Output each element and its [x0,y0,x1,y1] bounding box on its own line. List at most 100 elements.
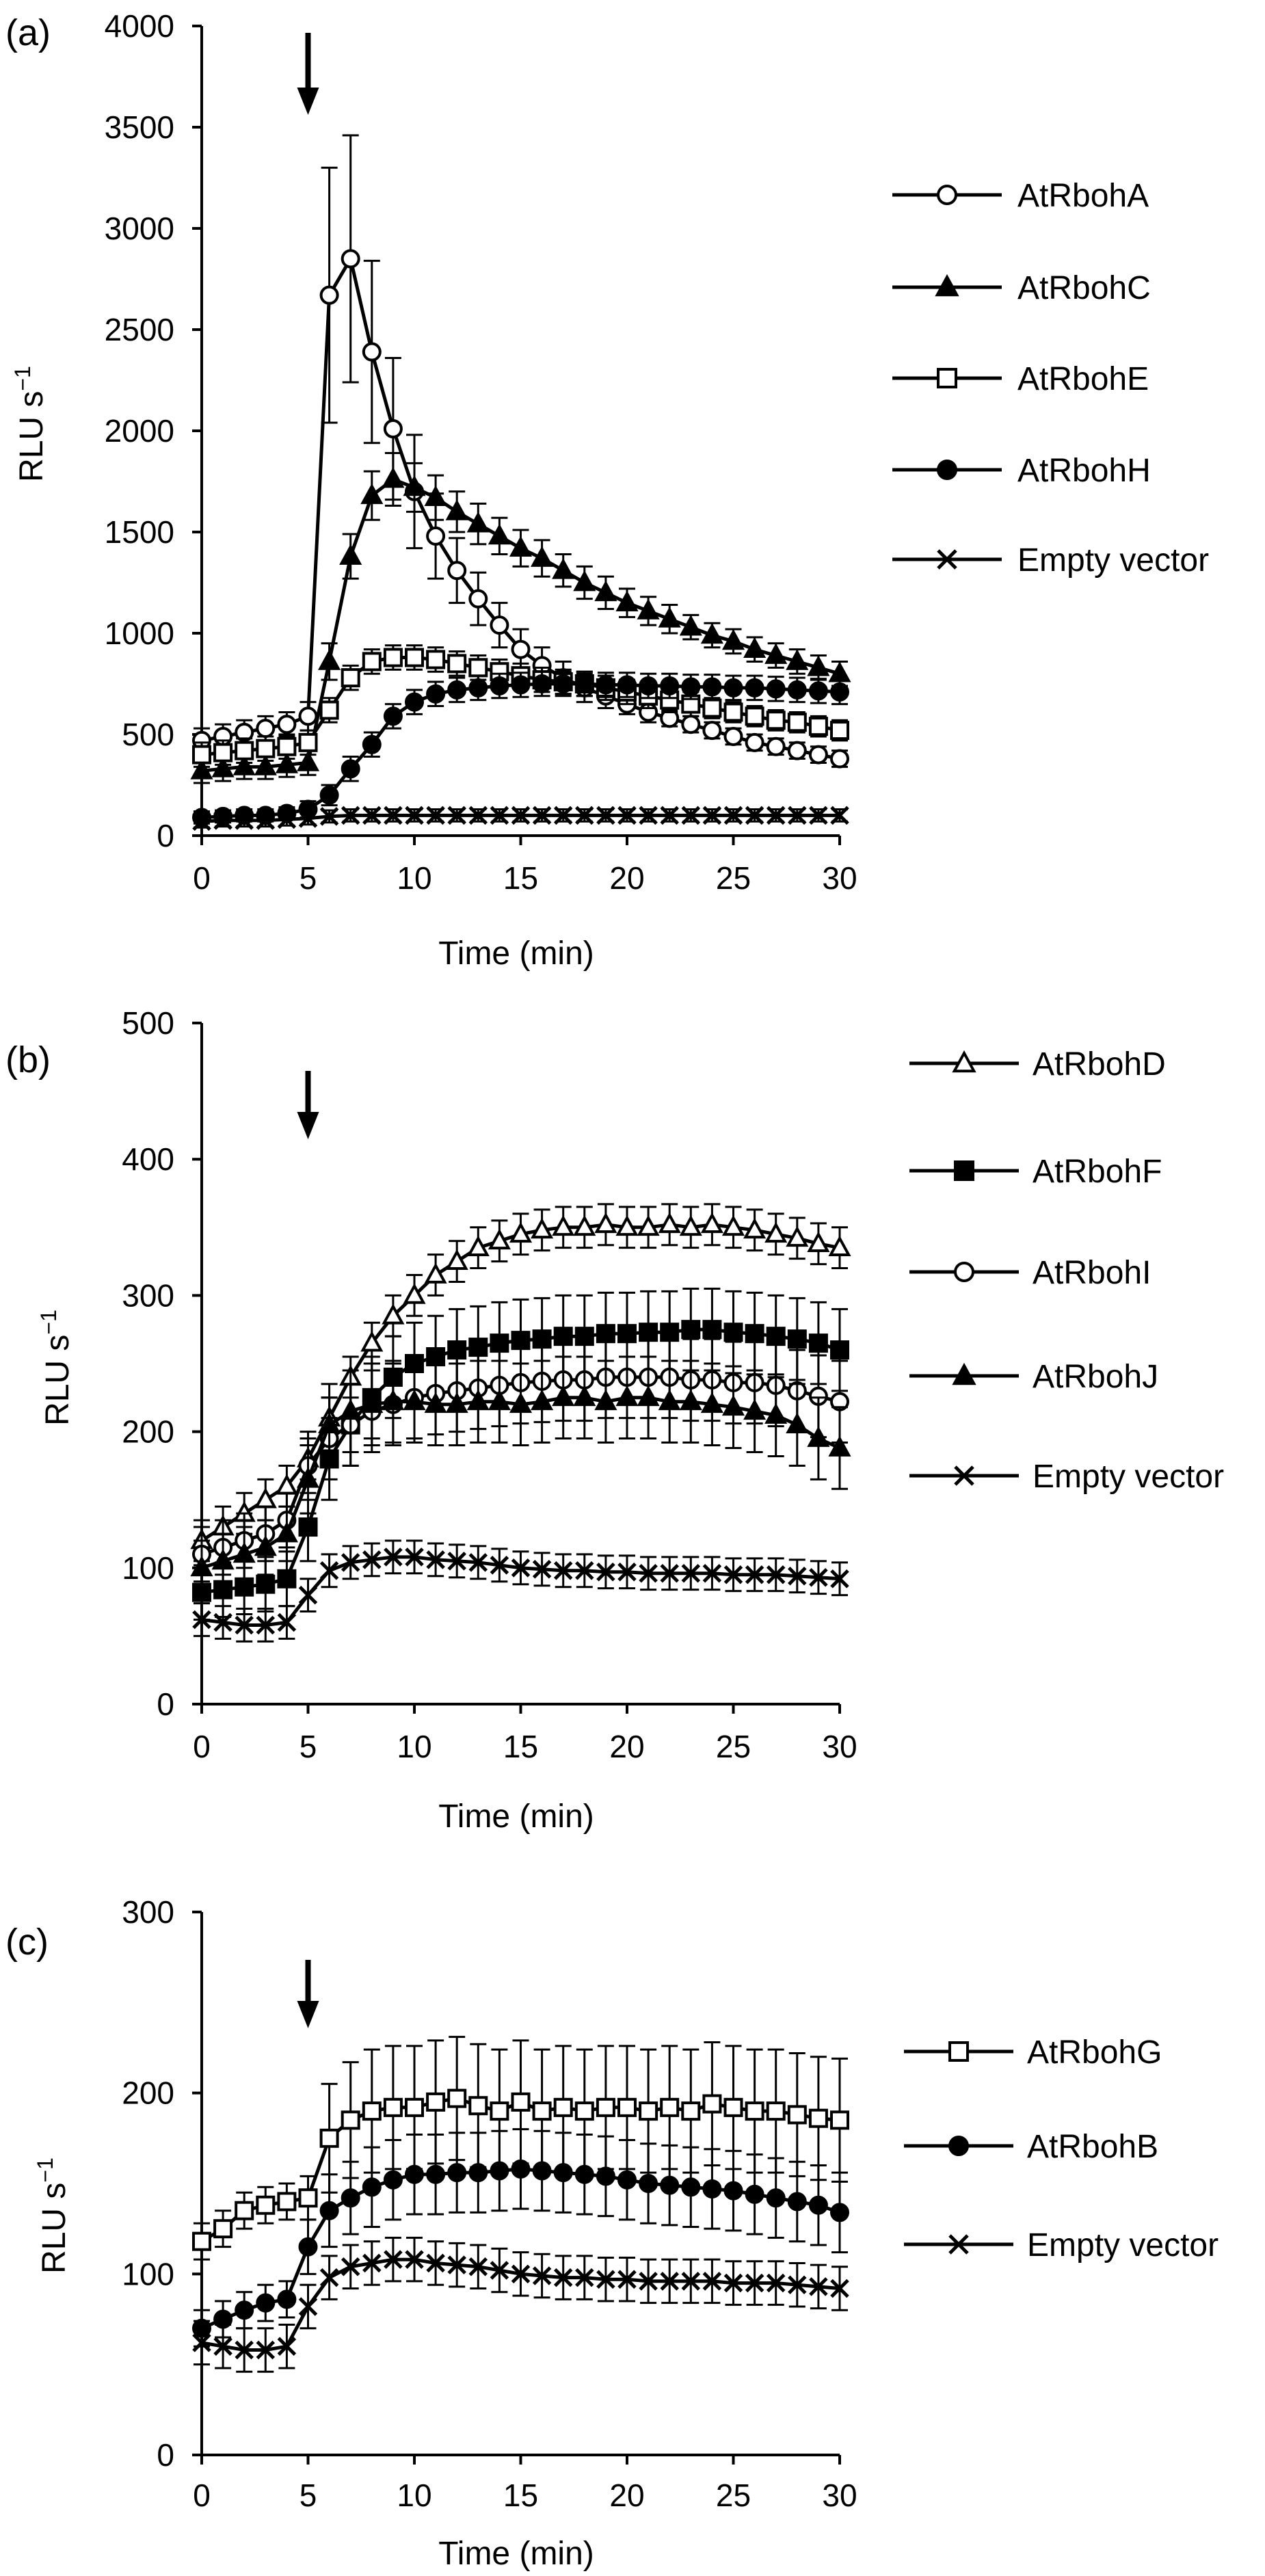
data-point-empty-vector-stroke2 [213,811,232,830]
data-point-atrboha [468,589,488,609]
data-point-atrbohf-shape [553,1327,573,1346]
data-point-atrbohe [341,668,360,688]
y-tick-label-c: 200 [122,2075,174,2111]
data-point-atrbohf [808,1333,828,1353]
data-point-atrbohh [426,684,446,704]
data-point-atrbohh [766,679,786,699]
legend-marker-atrbohc-shape [935,274,959,297]
data-point-atrbohh-shape [447,680,467,700]
x-tick-label-c: 25 [716,2478,751,2513]
arrow-head-c [297,2001,319,2028]
data-point-empty-vector [532,1560,552,1579]
data-point-atrbohc [445,499,468,520]
panel-label-c: (c) [5,1922,49,1963]
legend-label-empty-vector: Empty vector [1017,542,1209,579]
data-point-atrbohj [573,1385,596,1407]
data-point-empty-vector-stroke2 [341,1553,360,1572]
y-tick-label-b: 100 [122,1550,174,1586]
data-point-atrbohc-shape [807,655,830,676]
data-point-atrbohe [766,711,786,730]
data-point-atrbohj-shape [531,1389,554,1411]
x-tick-label-c: 20 [609,2478,644,2513]
legend-label-atrbohi: AtRbohI [1033,1255,1151,1291]
y-axis-label-b: RLU s−1 [36,1310,76,1426]
data-point-atrboha [298,706,318,726]
data-point-atrbohd [254,1487,277,1509]
x-tick-label-c: 15 [503,2478,538,2513]
data-point-empty-vector [596,1563,615,1582]
data-point-atrbohf [830,1340,849,1360]
legend-item-atrbohb: AtRbohB [904,2129,1158,2165]
x-tick-label-c: 0 [193,2478,211,2513]
data-point-empty-vector [745,1565,764,1584]
data-point-atrbohg-shape [532,2101,552,2121]
legend-marker-atrbohh [937,460,957,480]
data-point-atrbohb [362,2177,382,2197]
data-point-atrbohd [764,1221,788,1243]
series-line-atrbohh [201,682,840,819]
data-point-atrbohb [426,2164,446,2184]
data-point-empty-vector [298,809,318,828]
data-point-atrbohj [424,1392,447,1413]
data-point-atrbohe-shape [298,732,318,752]
arrow-head-b [297,1112,319,1139]
data-point-atrbohb [766,2188,786,2208]
data-point-atrbohd [488,1228,511,1250]
data-point-atrbohg-shape [830,2110,849,2130]
data-point-atrbohe [277,736,297,756]
data-point-atrbohd [743,1217,767,1239]
data-point-atrbohc-shape [743,637,767,659]
data-point-empty-vector-stroke2 [405,2250,424,2269]
data-point-atrbohj [254,1535,277,1556]
data-point-atrbohh-shape [745,678,764,698]
data-point-atrbohg [617,2097,637,2117]
data-point-atrbohj [764,1403,788,1424]
legend-item-atrbohf: AtRbohF [909,1154,1162,1190]
data-point-empty-vector [788,806,807,825]
y-tick-label-c: 0 [157,2437,174,2473]
data-point-atrboha-shape [702,721,722,741]
data-point-empty-vector [447,2255,466,2274]
data-point-atrbohc [339,544,362,565]
series-b-atrbohj [190,1355,851,1597]
data-point-atrbohj [658,1389,681,1411]
data-point-atrbohd [445,1249,468,1270]
x-tick-label-b: 15 [503,1729,538,1764]
data-point-atrbohg [256,2195,276,2215]
data-point-empty-vector [384,806,403,825]
data-point-empty-vector [426,1550,445,1569]
data-point-empty-vector [192,812,211,832]
data-point-atrbohj [531,1389,554,1411]
data-point-atrbohg-shape [745,2101,764,2121]
data-point-atrbohg-shape [213,2219,233,2239]
data-point-atrbohg-shape [298,2188,318,2208]
legend-item-empty-vector: Empty vector [892,542,1209,579]
data-point-atrbohg [213,2219,233,2239]
data-point-atrbohb [574,2164,594,2184]
data-point-atrbohj [403,1389,426,1411]
data-point-atrbohg [362,2101,382,2121]
data-point-atrboha-shape [723,726,743,746]
data-point-atrbohb-shape [490,2161,509,2181]
data-point-empty-vector-stroke2 [235,1615,254,1635]
y-tick-label-a: 3500 [105,109,174,145]
data-point-empty-vector-stroke2 [192,812,211,832]
data-point-empty-vector [341,806,360,825]
panel-label-a: (a) [5,12,51,53]
data-point-atrbohb [490,2161,509,2181]
legend-marker-atrbohf-shape [954,1160,974,1181]
data-point-empty-vector [553,1561,573,1580]
data-point-atrbohe [256,739,276,758]
data-point-empty-vector [319,1561,339,1580]
data-point-empty-vector [511,806,531,825]
data-point-empty-vector-stroke2 [468,806,488,825]
data-point-atrbohd [658,1212,681,1234]
data-point-atrbohb [830,2203,849,2222]
data-point-empty-vector [468,806,488,825]
data-point-atrboha-shape [766,736,786,756]
data-point-atrbohj-shape [828,1435,851,1457]
data-point-atrbohg-shape [383,2097,403,2117]
data-point-empty-vector [341,1553,360,1572]
data-point-empty-vector [639,806,658,825]
